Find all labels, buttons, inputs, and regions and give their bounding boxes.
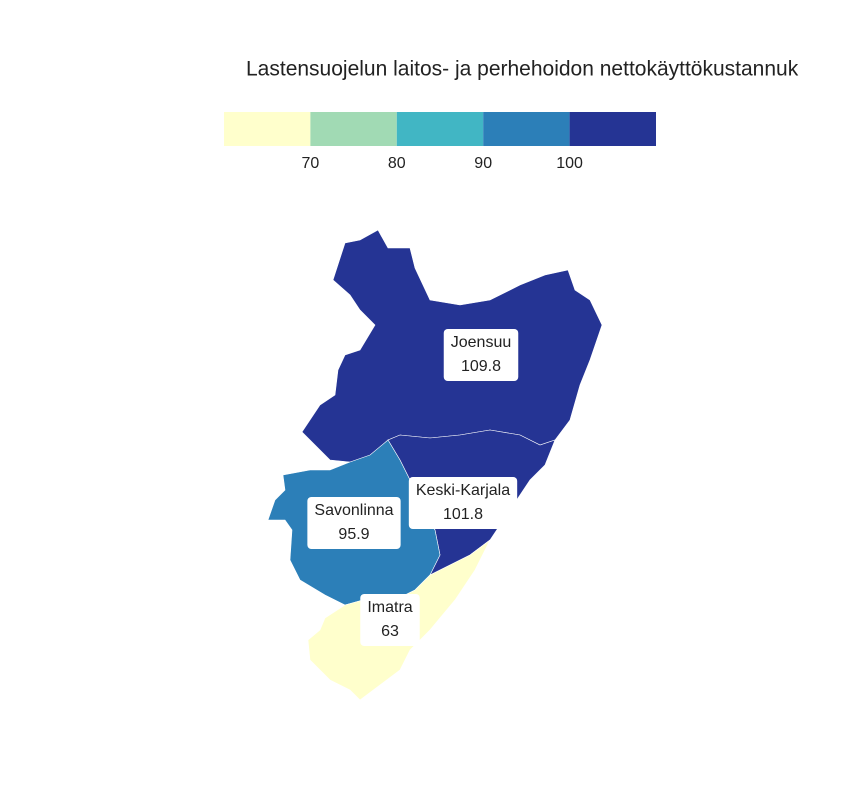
legend-swatch bbox=[310, 112, 397, 146]
legend-swatch bbox=[569, 112, 656, 146]
legend-tick-label: 90 bbox=[474, 155, 492, 172]
legend-tick-label: 100 bbox=[556, 155, 583, 172]
region-name: Keski-Karjala bbox=[416, 482, 510, 499]
legend-tick-label: 70 bbox=[302, 155, 320, 172]
regions bbox=[267, 229, 603, 701]
legend-swatch bbox=[224, 112, 311, 146]
region-value: 95.9 bbox=[338, 526, 369, 543]
region-label: Keski-Karjala 101.8 bbox=[408, 477, 518, 529]
label-box bbox=[307, 497, 401, 549]
region-value: 101.8 bbox=[443, 506, 483, 523]
legend-swatch bbox=[483, 112, 570, 146]
labels: Joensuu 109.8 Keski-Karjala 101.8 Savonlinna… bbox=[307, 329, 519, 646]
legend: 70 80 90 100 bbox=[224, 112, 656, 172]
region-name: Joensuu bbox=[451, 334, 512, 351]
legend-tick-label: 80 bbox=[388, 155, 406, 172]
region-value: 109.8 bbox=[461, 358, 501, 375]
label-box bbox=[360, 594, 420, 646]
region-value: 63 bbox=[381, 623, 399, 640]
region-label: Savonlinna 95.9 bbox=[307, 497, 401, 549]
region-name: Imatra bbox=[367, 599, 412, 616]
legend-swatch bbox=[396, 112, 484, 146]
map-title: Lastensuojelun laitos- ja perhehoidon ne… bbox=[246, 58, 799, 81]
label-box bbox=[408, 477, 518, 529]
region-label: Joensuu 109.8 bbox=[443, 329, 519, 381]
label-box bbox=[443, 329, 519, 381]
region-label: Imatra 63 bbox=[360, 594, 420, 646]
region-name: Savonlinna bbox=[314, 502, 393, 519]
